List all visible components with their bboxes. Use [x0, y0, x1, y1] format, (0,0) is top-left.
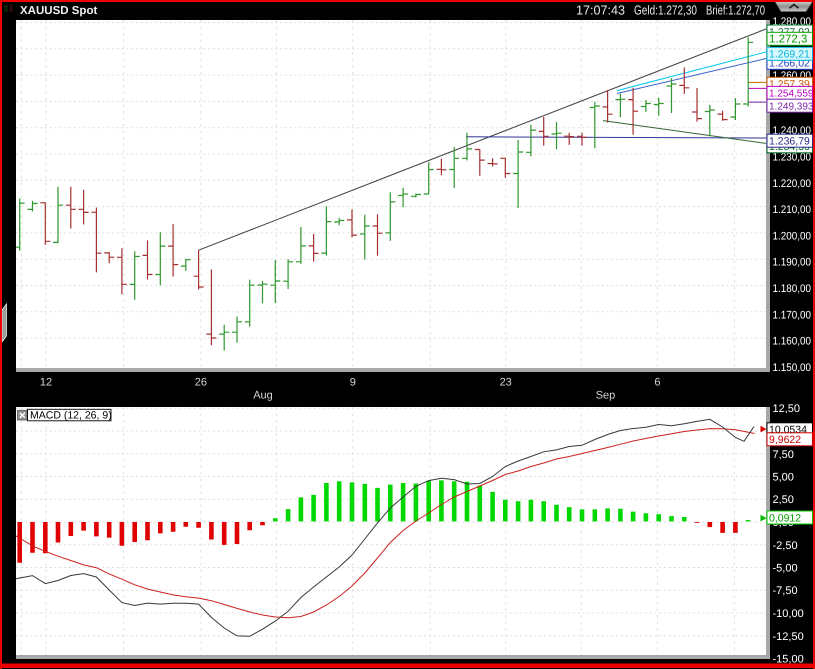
svg-text:6: 6 — [654, 377, 660, 389]
svg-text:-10,00: -10,00 — [773, 608, 804, 620]
svg-text:1.170,00: 1.170,00 — [773, 309, 812, 321]
svg-text:1.150,00: 1.150,00 — [773, 362, 812, 374]
svg-text:5,00: 5,00 — [773, 472, 794, 484]
svg-text:12: 12 — [40, 377, 52, 389]
svg-text:1.269,21: 1.269,21 — [769, 49, 810, 61]
svg-text:12,50: 12,50 — [773, 403, 801, 415]
svg-text:MACD (12, 26, 9): MACD (12, 26, 9) — [30, 409, 112, 421]
svg-text:1.220,00: 1.220,00 — [773, 178, 812, 190]
svg-text:9: 9 — [350, 377, 356, 389]
svg-text:Geld:1.272,30: Geld:1.272,30 — [634, 3, 697, 18]
svg-text:9,9622: 9,9622 — [769, 434, 801, 446]
svg-text:26: 26 — [195, 377, 207, 389]
svg-text:1.180,00: 1.180,00 — [773, 283, 812, 295]
svg-text:-5,00: -5,00 — [773, 563, 798, 575]
svg-text:-2,50: -2,50 — [773, 540, 798, 552]
svg-text:23: 23 — [500, 377, 512, 389]
svg-text:Brief:1.272,70: Brief:1.272,70 — [706, 3, 765, 18]
svg-text:1.236,79: 1.236,79 — [769, 136, 810, 148]
svg-text:1.272,3: 1.272,3 — [769, 34, 807, 46]
svg-text:Sep: Sep — [596, 390, 616, 402]
svg-text:0,0912: 0,0912 — [769, 512, 801, 524]
svg-text:Aug: Aug — [253, 390, 273, 402]
svg-text:XAUUSD Spot: XAUUSD Spot — [20, 5, 97, 17]
svg-text:1.249,393: 1.249,393 — [769, 102, 814, 113]
svg-text:1.254,559: 1.254,559 — [769, 89, 814, 100]
svg-text:2,50: 2,50 — [773, 494, 794, 506]
svg-text:1.230,00: 1.230,00 — [773, 152, 812, 164]
svg-text:1.160,00: 1.160,00 — [773, 336, 812, 348]
svg-text:-15,00: -15,00 — [773, 654, 804, 666]
svg-text:7,50: 7,50 — [773, 449, 794, 461]
svg-text:-7,50: -7,50 — [773, 585, 798, 597]
svg-text:1.210,00: 1.210,00 — [773, 204, 812, 216]
svg-text:17:07:43: 17:07:43 — [576, 3, 625, 18]
svg-text:1.200,00: 1.200,00 — [773, 230, 812, 242]
svg-text:-12,50: -12,50 — [773, 631, 804, 643]
svg-text:1.190,00: 1.190,00 — [773, 257, 812, 269]
